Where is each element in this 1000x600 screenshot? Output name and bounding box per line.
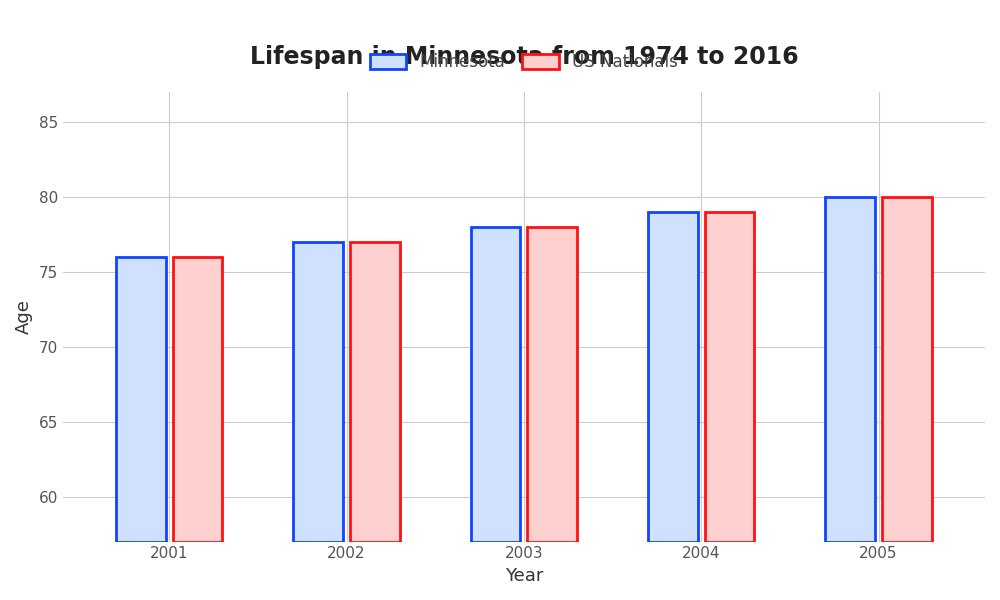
Bar [648,212,698,542]
Bar [293,242,343,542]
Bar [825,197,875,542]
Title: Lifespan in Minnesota from 1974 to 2016: Lifespan in Minnesota from 1974 to 2016 [250,46,798,70]
Bar [350,242,400,542]
Y-axis label: Age: Age [15,299,33,334]
Bar [527,227,577,542]
Bar [882,197,932,542]
Bar [471,227,520,542]
Legend: Minnesota, US Nationals: Minnesota, US Nationals [363,47,685,78]
X-axis label: Year: Year [505,567,543,585]
Bar [705,212,754,542]
Bar [116,257,166,542]
Bar [173,257,222,542]
